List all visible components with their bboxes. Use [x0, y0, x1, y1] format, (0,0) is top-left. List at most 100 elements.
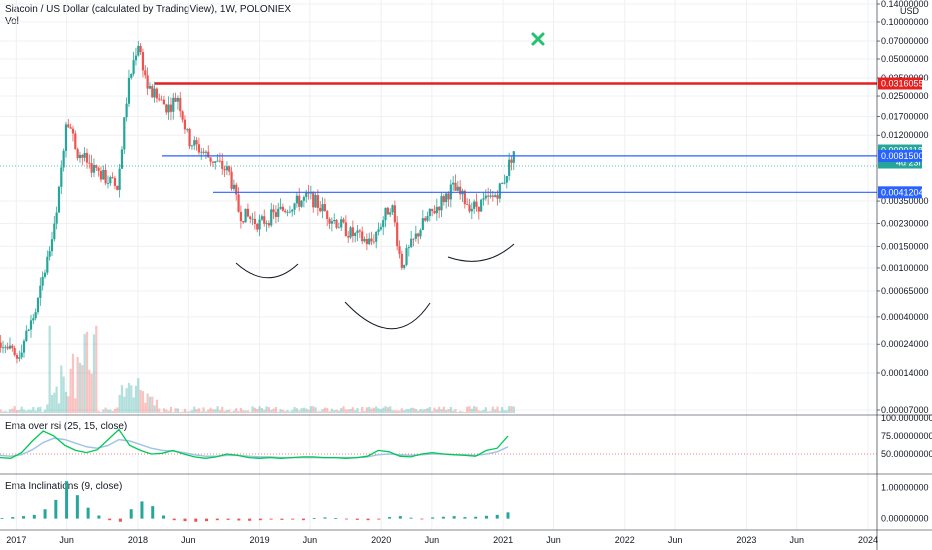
candle-body: [277, 208, 280, 217]
volume-bar: [146, 393, 149, 413]
volume-bar: [412, 407, 415, 413]
volume-bar: [67, 396, 70, 413]
volume-bar: [400, 408, 403, 413]
inclination-bar: [22, 516, 26, 519]
inclination-pane-title: Ema Inclinations (9, close): [5, 481, 123, 492]
candle-body: [181, 111, 184, 120]
candle-body: [246, 208, 250, 217]
candle-body: [183, 119, 187, 130]
chart-title: Siacoin / US Dollar (calculated by Tradi…: [5, 4, 292, 15]
volume-bar: [328, 411, 331, 413]
candle-body: [18, 357, 21, 359]
candle-body: [41, 276, 44, 286]
inclination-bar: [0, 518, 4, 519]
candle-body: [207, 151, 210, 158]
candle-body: [190, 145, 194, 147]
candle-body: [470, 208, 473, 212]
candle-body: [305, 192, 308, 198]
volume-bar: [279, 409, 282, 413]
volume-bar: [244, 410, 247, 413]
candle-body: [288, 211, 291, 213]
volume-bar: [370, 408, 373, 413]
time-tick-label: 2023: [736, 535, 756, 545]
candle-body: [46, 256, 49, 273]
candle-body: [204, 151, 208, 153]
candle-body: [396, 222, 399, 247]
candle-body: [197, 144, 201, 153]
time-tick-label: 2022: [615, 535, 635, 545]
volume-bar: [167, 410, 170, 413]
candle-body: [435, 206, 438, 214]
inclination-bar: [11, 517, 15, 519]
volume-bar: [50, 394, 54, 413]
blue-level-badge: 0.00412040: [881, 187, 929, 197]
candle-body: [263, 216, 266, 224]
volume-bar: [291, 410, 294, 413]
volume-bar: [204, 411, 208, 413]
candle-body: [8, 345, 12, 349]
inclination-bar: [420, 518, 424, 520]
volume-bar: [281, 409, 284, 413]
candle-body: [384, 207, 387, 221]
candle-body: [340, 219, 343, 228]
candle-body: [447, 193, 450, 200]
volume-bar: [417, 410, 420, 413]
candle-body: [410, 238, 413, 248]
candle-body: [211, 161, 215, 163]
volume-bar: [165, 409, 168, 413]
volume-bar: [260, 407, 264, 413]
candle-body: [426, 216, 429, 221]
volume-bar: [183, 408, 187, 413]
volume-bar: [169, 406, 173, 413]
candle-body: [491, 195, 494, 197]
candle-body: [90, 163, 93, 173]
inclination-bar: [431, 517, 435, 519]
candle-body: [34, 312, 37, 319]
candle-body: [281, 206, 284, 211]
candle-body: [326, 211, 329, 220]
red-level-badge: 0.03160559: [881, 78, 929, 88]
horizontal-levels[interactable]: [155, 82, 877, 193]
price-tick-label: 0.02500000: [881, 91, 929, 101]
volume-bar: [8, 409, 12, 413]
volume-bar: [503, 410, 506, 413]
volume-bar: [74, 398, 77, 413]
candle-body: [270, 209, 273, 226]
candle-body: [251, 218, 254, 220]
inclination-bar: [377, 518, 381, 520]
rsi-pane: 100.00000000 75.00000000 50.00000000: [0, 413, 932, 459]
candle-body: [503, 182, 506, 184]
price-axis[interactable]: 0.14000000 0.10000000 0.07000000 0.05000000…: [877, 0, 929, 415]
volume-bar: [286, 409, 289, 413]
candle-body: [50, 239, 54, 252]
time-axis[interactable]: 2017 Jun 2018 Jun 2019 Jun 2020 Jun 2021 Jun 2022 J…: [6, 535, 878, 545]
volume-bar: [256, 408, 259, 413]
candle-body: [139, 45, 142, 53]
volume-bar: [69, 368, 72, 413]
volume-bar: [447, 409, 450, 413]
volume-bar: [34, 410, 37, 413]
inclination-bar: [248, 518, 252, 521]
volume-bar: [60, 365, 63, 413]
candle-body: [62, 150, 65, 168]
volume-bar: [130, 385, 133, 413]
volume-bar: [174, 408, 177, 413]
volume-bar: [176, 408, 180, 413]
candle-body: [69, 127, 72, 129]
volume-bar: [480, 410, 483, 413]
volume-bar: [111, 411, 114, 413]
price-tick-label: 0.07000000: [881, 36, 929, 46]
inclination-bar: [183, 518, 187, 522]
volume-bar: [494, 409, 497, 413]
candle-body: [370, 238, 373, 242]
candle-body: [97, 167, 100, 171]
candle-body: [57, 186, 61, 213]
candle-body: [4, 346, 7, 348]
candlestick-series: [0, 40, 515, 364]
candle-body: [188, 129, 191, 147]
candle-body: [25, 330, 28, 341]
candle-body: [113, 177, 117, 186]
candle-body: [335, 219, 338, 228]
time-tick-label: 2019: [250, 535, 270, 545]
